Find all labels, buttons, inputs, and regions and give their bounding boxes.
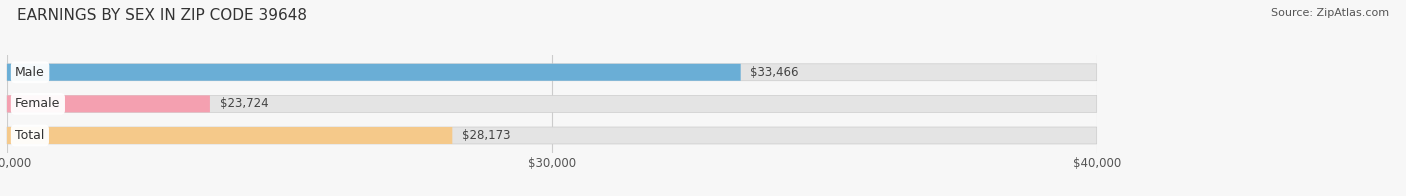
Text: Source: ZipAtlas.com: Source: ZipAtlas.com: [1271, 8, 1389, 18]
Text: $33,466: $33,466: [751, 66, 799, 79]
Text: EARNINGS BY SEX IN ZIP CODE 39648: EARNINGS BY SEX IN ZIP CODE 39648: [17, 8, 307, 23]
FancyBboxPatch shape: [7, 95, 209, 112]
FancyBboxPatch shape: [7, 64, 741, 81]
FancyBboxPatch shape: [7, 127, 1097, 144]
Text: Male: Male: [15, 66, 45, 79]
FancyBboxPatch shape: [7, 95, 1097, 112]
Text: Total: Total: [15, 129, 45, 142]
FancyBboxPatch shape: [7, 127, 453, 144]
Text: Female: Female: [15, 97, 60, 110]
Text: $23,724: $23,724: [219, 97, 269, 110]
Text: $28,173: $28,173: [463, 129, 510, 142]
FancyBboxPatch shape: [7, 64, 1097, 81]
